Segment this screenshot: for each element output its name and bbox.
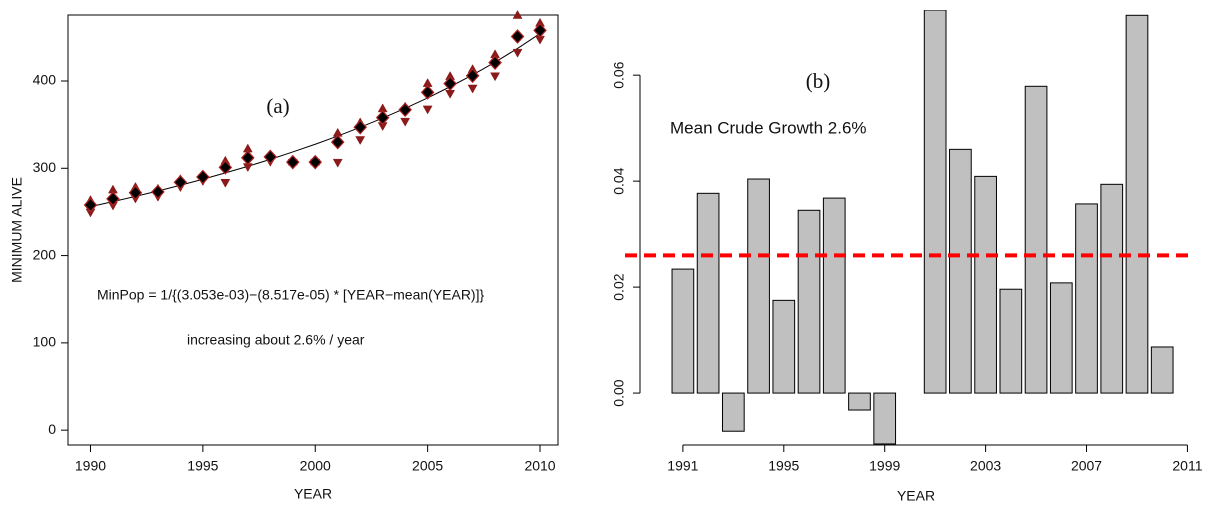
bar — [923, 10, 947, 394]
bar — [1150, 346, 1174, 394]
x-tick-label: 1999 — [869, 458, 900, 474]
diamond-point — [218, 160, 233, 175]
diamond-point — [330, 134, 345, 150]
plot-frame — [67, 14, 559, 446]
diamond-point — [151, 184, 165, 200]
triangle-down-point — [355, 136, 366, 145]
x-tick-label: 2003 — [970, 458, 1001, 474]
triangle-down-point — [512, 48, 523, 58]
annotation: (b) — [806, 69, 831, 93]
diamond-point — [128, 185, 143, 201]
x-tick-label: 1991 — [667, 458, 698, 474]
diamond-point — [443, 76, 457, 91]
x-tick-label: 2007 — [1071, 458, 1102, 474]
fit-line — [90, 33, 541, 208]
bar — [873, 392, 897, 445]
triangle-down-point — [490, 72, 500, 82]
annotation: Mean Crude Growth 2.6% — [670, 118, 867, 137]
bar — [848, 392, 871, 411]
bar — [999, 288, 1023, 394]
diamond-point — [106, 191, 120, 207]
y-axis-title: MINIMUM ALIVE — [9, 177, 25, 283]
bar — [1125, 14, 1149, 394]
diamond-point — [398, 102, 412, 118]
diamond-point — [353, 119, 368, 135]
diamond-point — [465, 68, 480, 84]
triangle-down-point — [467, 84, 478, 94]
y-tick-label: 300 — [33, 159, 57, 175]
x-axis-title: YEAR — [897, 488, 935, 504]
annotation: MinPop = 1/{(3.053e-03)−(8.517e-05) * [Y… — [97, 287, 484, 303]
bar — [974, 175, 997, 394]
y-tick-label: 200 — [33, 246, 57, 262]
diamond-point — [308, 154, 323, 170]
diamond-point — [285, 154, 300, 170]
bar — [1049, 282, 1073, 394]
x-tick-label: 2000 — [300, 458, 331, 474]
diamond-point — [510, 29, 525, 44]
y-tick-label: 0.00 — [611, 379, 627, 406]
diamond-point — [375, 110, 390, 126]
x-tick-label: 1990 — [75, 458, 106, 474]
bar — [949, 148, 972, 394]
triangle-down-point — [220, 179, 231, 188]
x-tick-label: 1995 — [768, 458, 799, 474]
bar — [797, 209, 821, 394]
bar — [1075, 203, 1098, 394]
diamond-point — [488, 55, 502, 71]
diamond-point — [263, 149, 278, 165]
diamond-point — [83, 197, 98, 213]
y-tick-label: 0 — [48, 421, 56, 437]
diamond-point — [420, 84, 435, 100]
y-tick-label: 0.06 — [611, 61, 627, 88]
y-tick-label: 0.04 — [611, 167, 627, 194]
x-axis-title: YEAR — [294, 486, 332, 502]
diamond-point — [196, 169, 210, 185]
bar — [671, 268, 695, 394]
x-tick-label: 1995 — [187, 458, 218, 474]
diamond-point — [241, 150, 255, 166]
diamond-point — [173, 174, 188, 190]
triangle-down-point — [422, 105, 433, 115]
bar — [822, 197, 846, 394]
bars — [671, 10, 1174, 445]
triangle-up-point — [512, 10, 523, 19]
diamond-point — [533, 22, 547, 38]
bar — [1100, 183, 1124, 394]
x-tick-label: 2011 — [1172, 458, 1202, 474]
bar — [1024, 85, 1048, 394]
y-tick-label: 100 — [33, 334, 57, 350]
triangle-down-point — [400, 117, 411, 127]
annotation: (a) — [266, 94, 289, 118]
y-tick-label: 400 — [33, 72, 57, 88]
triangle-down-point — [445, 89, 456, 99]
triangle-down-point — [332, 158, 343, 168]
x-tick-label: 2005 — [412, 458, 443, 474]
x-tick-label: 2010 — [524, 458, 555, 474]
bar — [696, 192, 720, 394]
y-tick-label: 0.02 — [611, 273, 627, 300]
bar — [721, 392, 745, 432]
bar — [772, 299, 796, 394]
annotation: increasing about 2.6% / year — [187, 332, 365, 348]
bar — [747, 178, 770, 394]
